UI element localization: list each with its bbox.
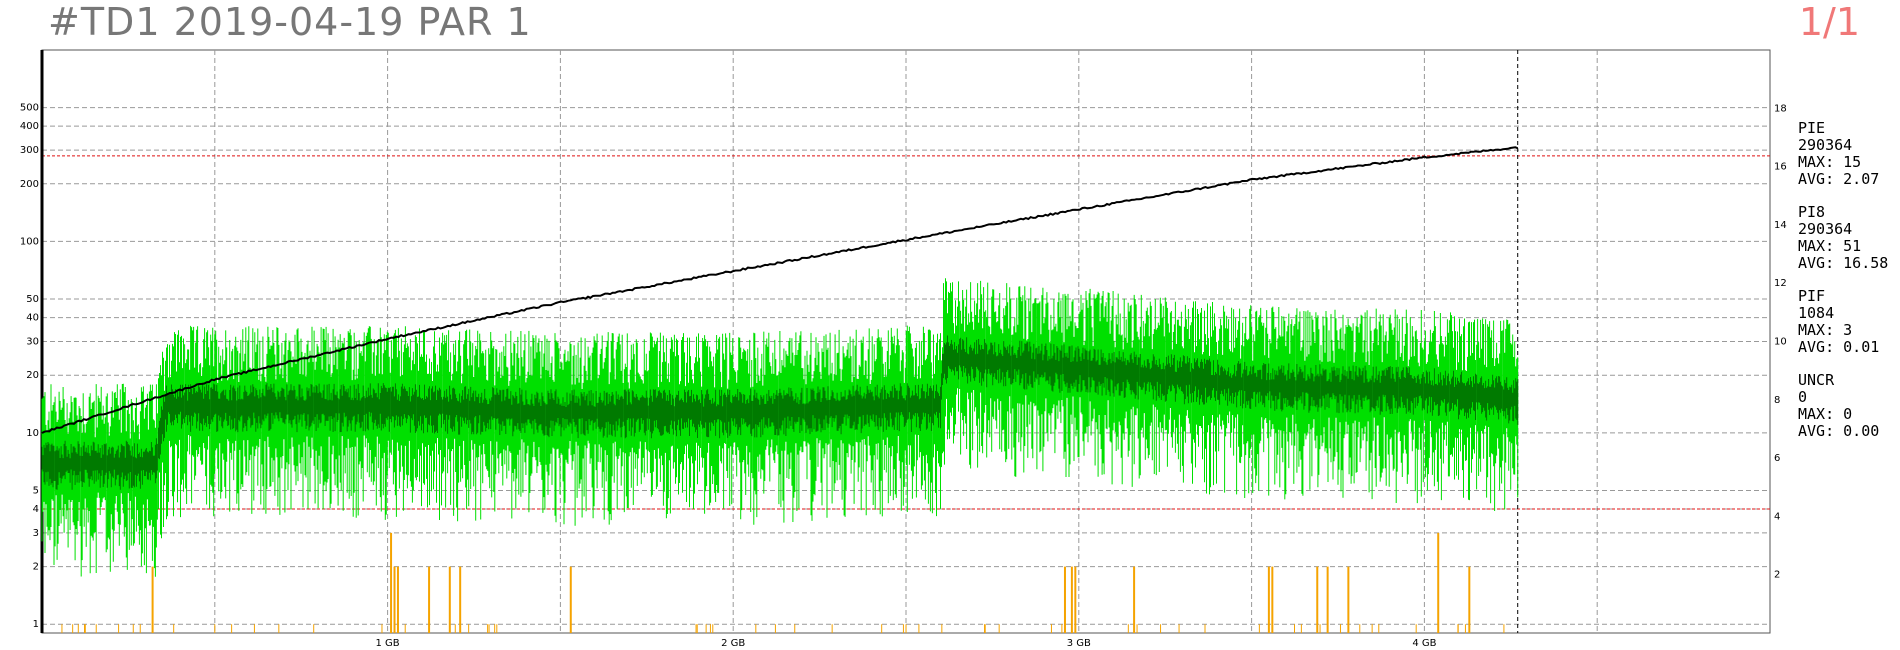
speed-curve (41, 146, 1519, 434)
y-tick-label: 1 (33, 619, 39, 630)
stat-name: PIE (1798, 119, 1826, 137)
stat-count: 290364 (1798, 136, 1853, 154)
y-right-tick-label: 10 (1774, 337, 1787, 348)
y-tick-label: 5 (33, 485, 39, 496)
y-tick-label: 10 (26, 428, 39, 439)
y-right-tick-label: 2 (1774, 570, 1780, 581)
y-tick-label: 30 (26, 337, 39, 348)
stat-max: MAX: 15 (1798, 153, 1862, 171)
x-tick-label: 3 GB (1067, 638, 1091, 649)
page-indicator: 1/1 (1798, 0, 1860, 44)
stats-panel: PIE 290364 MAX: 15 AVG: 2.07 PI8 290364 … (1798, 120, 1898, 456)
stat-avg: AVG: 0.00 (1798, 422, 1880, 440)
y-right-tick-label: 8 (1774, 395, 1780, 406)
stat-pi8: PI8 290364 MAX: 51 AVG: 16.58 (1798, 204, 1898, 272)
y-tick-label: 100 (20, 236, 39, 247)
stat-count: 0 (1798, 388, 1808, 406)
y-tick-label: 2 (33, 562, 39, 573)
stat-uncr: UNCR 0 MAX: 0 AVG: 0.00 (1798, 372, 1898, 440)
x-tick-label: 4 GB (1412, 638, 1436, 649)
stat-avg: AVG: 0.01 (1798, 338, 1880, 356)
stat-count: 290364 (1798, 220, 1853, 238)
stat-pie: PIE 290364 MAX: 15 AVG: 2.07 (1798, 120, 1898, 188)
y-right-tick-label: 12 (1774, 278, 1787, 289)
stat-name: UNCR (1798, 371, 1835, 389)
stat-max: MAX: 3 (1798, 321, 1853, 339)
stat-avg: AVG: 16.58 (1798, 254, 1889, 272)
stat-name: PIF (1798, 287, 1826, 305)
y-tick-label: 20 (26, 370, 39, 381)
y-tick-label: 3 (33, 528, 39, 539)
y-right-tick-label: 18 (1774, 103, 1787, 114)
y-tick-label: 50 (26, 294, 39, 305)
y-tick-label: 40 (26, 313, 39, 324)
pi8-series-body (41, 335, 1519, 490)
y-tick-label: 300 (20, 145, 39, 156)
stat-max: MAX: 0 (1798, 405, 1853, 423)
x-tick-label: 2 GB (721, 638, 745, 649)
stat-avg: AVG: 2.07 (1798, 170, 1880, 188)
y-tick-label: 500 (20, 103, 39, 114)
y-right-tick-label: 16 (1774, 162, 1787, 173)
y-right-tick-label: 14 (1774, 220, 1787, 231)
stat-name: PI8 (1798, 203, 1826, 221)
stat-max: MAX: 51 (1798, 237, 1862, 255)
stat-count: 1084 (1798, 304, 1835, 322)
y-right-tick-label: 4 (1774, 511, 1780, 522)
stat-pif: PIF 1084 MAX: 3 AVG: 0.01 (1798, 288, 1898, 356)
chart-title: #TD1 2019-04-19 PAR 1 (48, 0, 532, 44)
y-tick-label: 4 (33, 504, 39, 515)
y-right-tick-label: 6 (1774, 453, 1780, 464)
y-tick-label: 400 (20, 121, 39, 132)
y-tick-label: 200 (20, 179, 39, 190)
x-tick-label: 1 GB (376, 638, 400, 649)
